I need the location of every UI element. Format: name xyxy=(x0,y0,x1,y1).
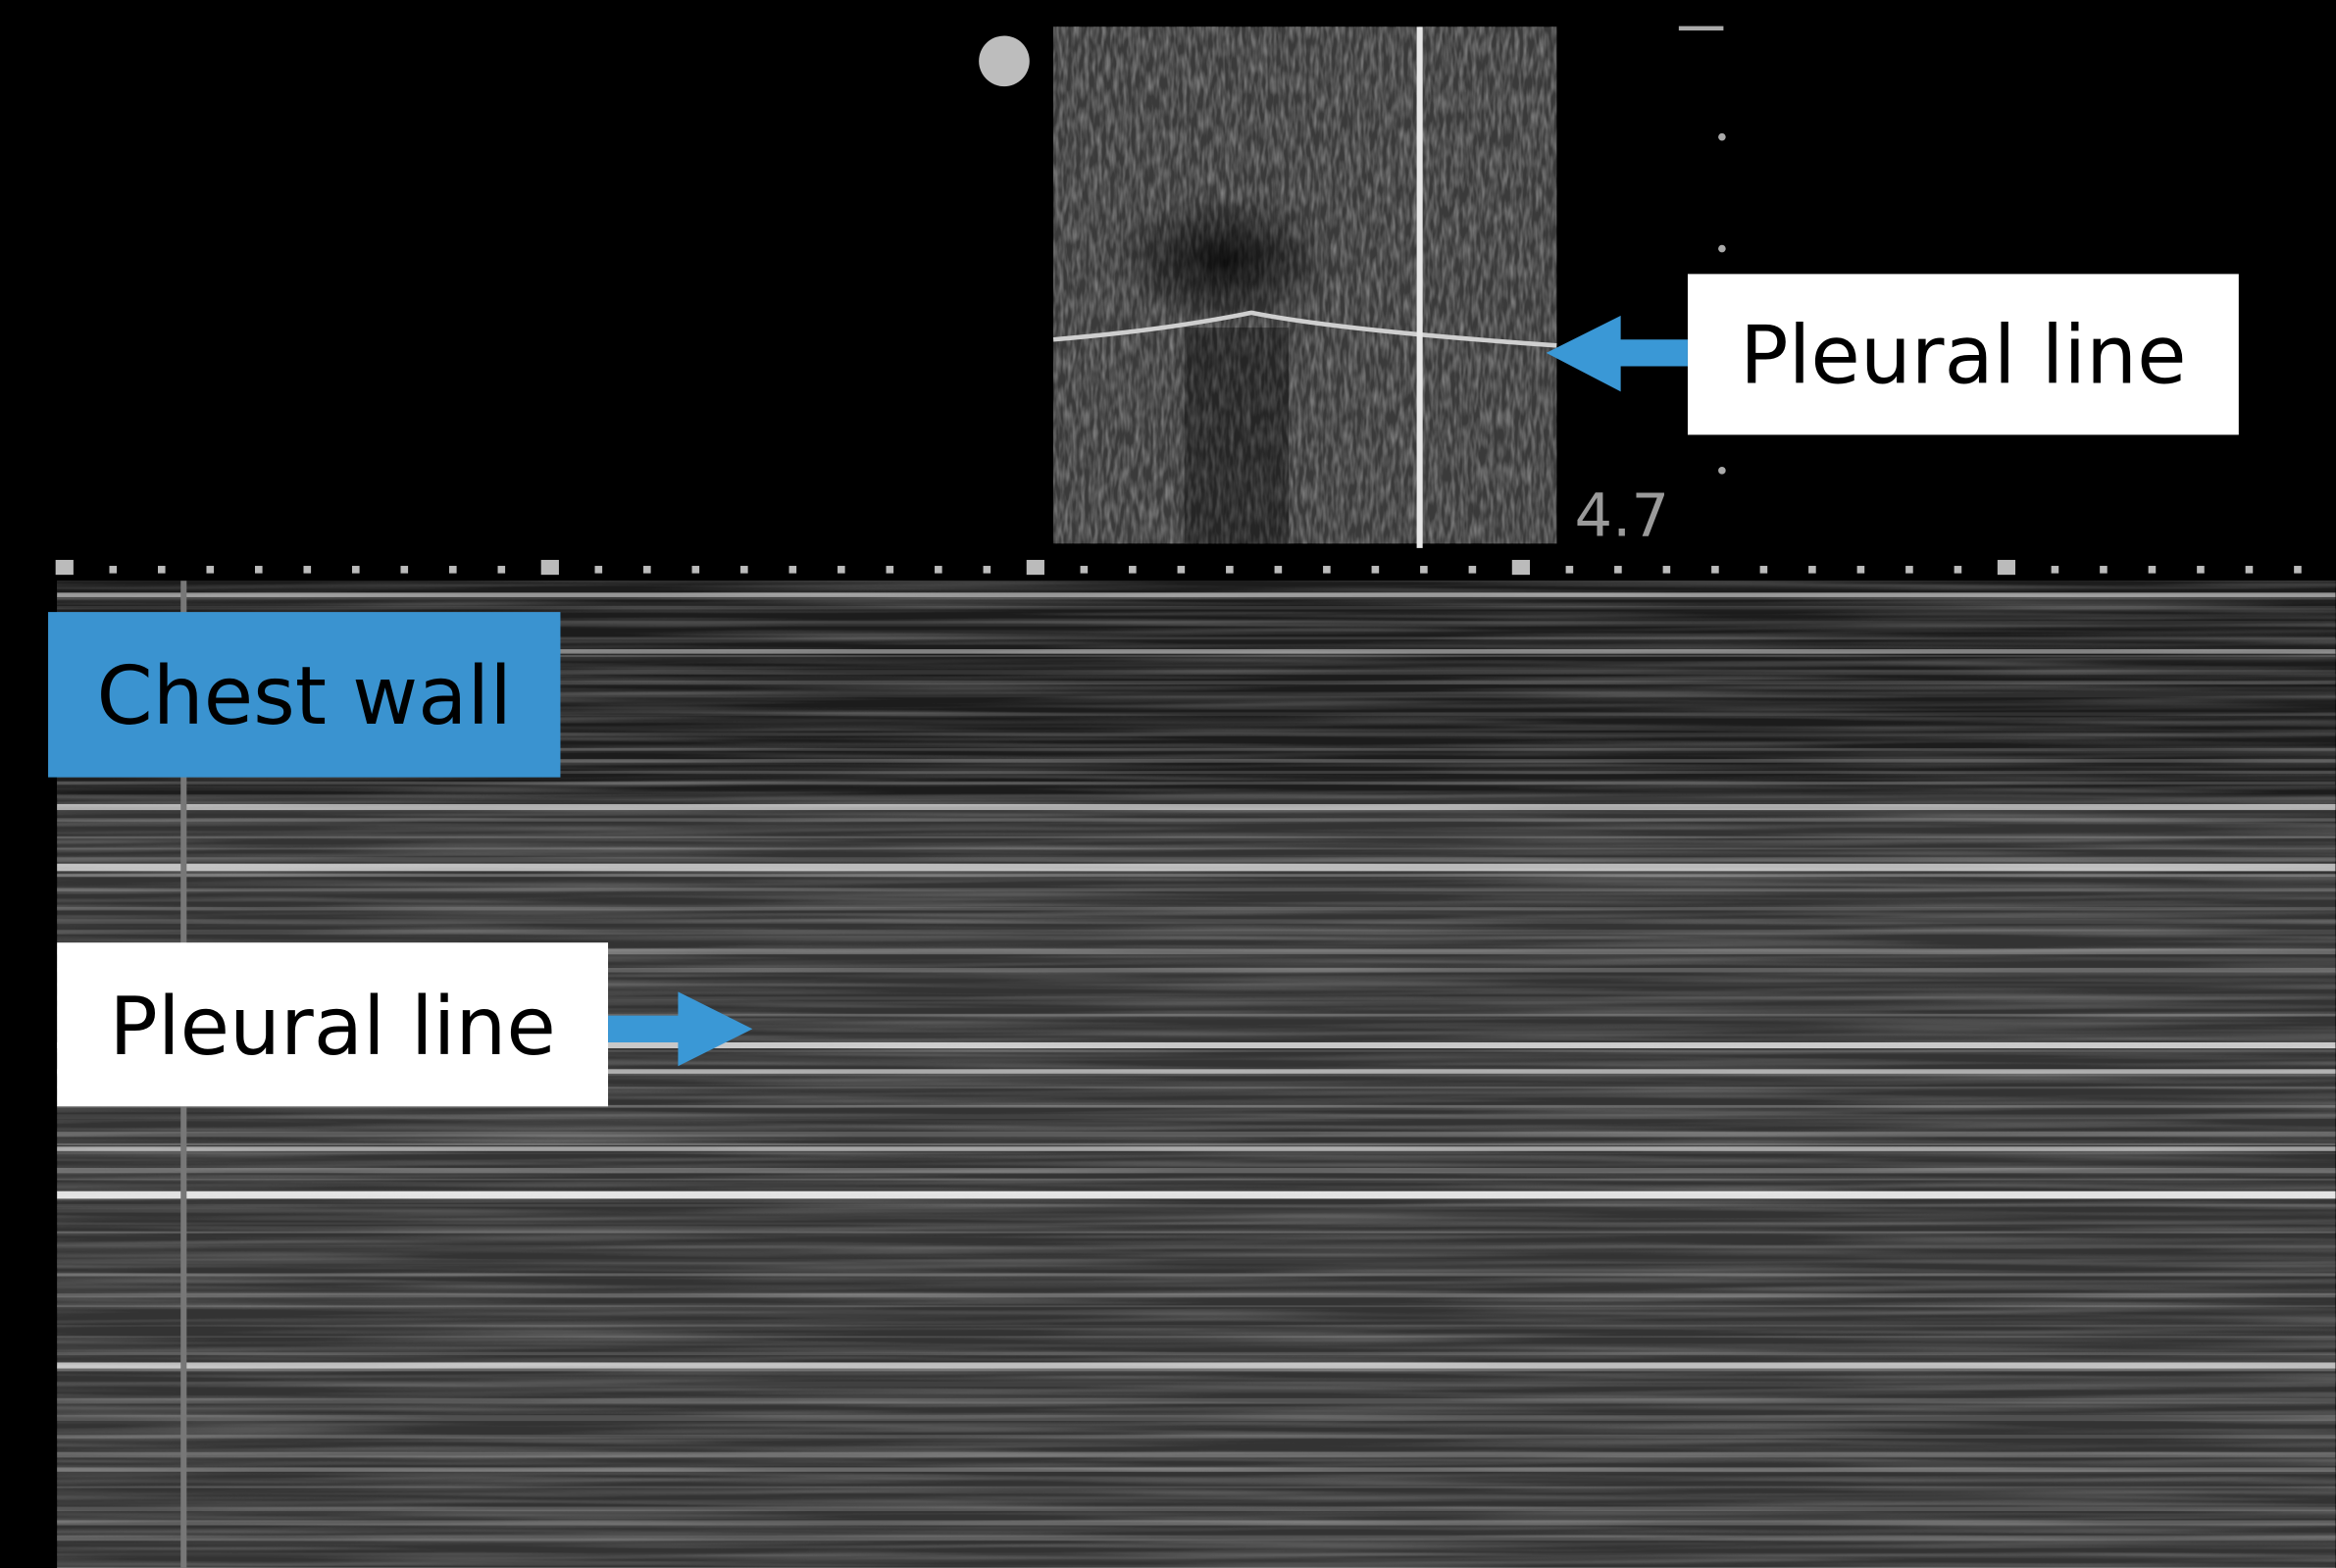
ruler-dot xyxy=(206,566,214,574)
ruler-dot xyxy=(1512,560,1530,575)
ruler-dot xyxy=(449,566,457,574)
ruler-dot xyxy=(1226,566,1234,574)
ruler-dot xyxy=(1955,566,1962,574)
ruler-dot xyxy=(255,566,263,574)
depth-tick xyxy=(1718,133,1726,141)
ruler-dot xyxy=(1275,566,1283,574)
ruler-dot xyxy=(838,566,845,574)
ruler-dot xyxy=(56,560,74,575)
ruler-dot xyxy=(1027,560,1044,575)
depth-tick xyxy=(1718,467,1726,475)
probe-marker xyxy=(979,35,1030,86)
ruler-dot xyxy=(1711,566,1719,574)
ruler-dot xyxy=(1857,566,1865,574)
vessel-shadow xyxy=(1113,193,1337,328)
ruler-dot xyxy=(109,566,117,574)
ruler-dot xyxy=(1998,560,2015,575)
ruler-dot xyxy=(1663,566,1671,574)
ruler-dot xyxy=(2294,566,2302,574)
ruler-dot xyxy=(1323,566,1331,574)
ruler-dot xyxy=(1905,566,1913,574)
ruler-dot xyxy=(352,566,360,574)
ruler-dot xyxy=(1129,566,1137,574)
ruler-dot xyxy=(692,566,700,574)
depth-tick xyxy=(1718,245,1726,253)
ruler-dot xyxy=(789,566,797,574)
ruler-dot xyxy=(740,566,748,574)
ruler-dot xyxy=(1566,566,1574,574)
acoustic-shadow xyxy=(1185,328,1289,543)
ruler-dot xyxy=(1420,566,1428,574)
b-mode-image xyxy=(1053,26,1556,547)
ruler-dot xyxy=(158,566,166,574)
ruler-dot xyxy=(2197,566,2205,574)
label-text: Pleural line xyxy=(1740,309,2186,402)
label-text: Pleural line xyxy=(109,981,555,1074)
ruler-dot xyxy=(1081,566,1089,574)
depth-label: 4.7 xyxy=(1575,482,1670,551)
label-text: Chest wall xyxy=(97,650,512,743)
ruler-dot xyxy=(935,566,942,574)
ruler-dot xyxy=(887,566,894,574)
ruler-dot xyxy=(304,566,312,574)
ruler-dot xyxy=(984,566,991,574)
ruler-dot xyxy=(1808,566,1816,574)
ruler-dot xyxy=(595,566,603,574)
ultrasound-screenshot: 4.7 Pleural line Chest wall Pleural line xyxy=(0,0,2336,1568)
ruler-dot xyxy=(1372,566,1380,574)
ruler-dot xyxy=(1760,566,1768,574)
ruler-dot xyxy=(401,566,409,574)
ruler-dot xyxy=(498,566,506,574)
ruler-dot xyxy=(643,566,651,574)
ruler-dot xyxy=(2100,566,2107,574)
ruler-dot xyxy=(1614,566,1622,574)
ruler-dot xyxy=(2149,566,2157,574)
ruler-dot xyxy=(1178,566,1186,574)
ruler-dot xyxy=(541,560,559,575)
page: 4.7 Pleural line Chest wall Pleural line… xyxy=(0,0,2336,1568)
ruler-dot xyxy=(1469,566,1477,574)
ruler-dot xyxy=(2246,566,2254,574)
ruler-dot xyxy=(2052,566,2059,574)
